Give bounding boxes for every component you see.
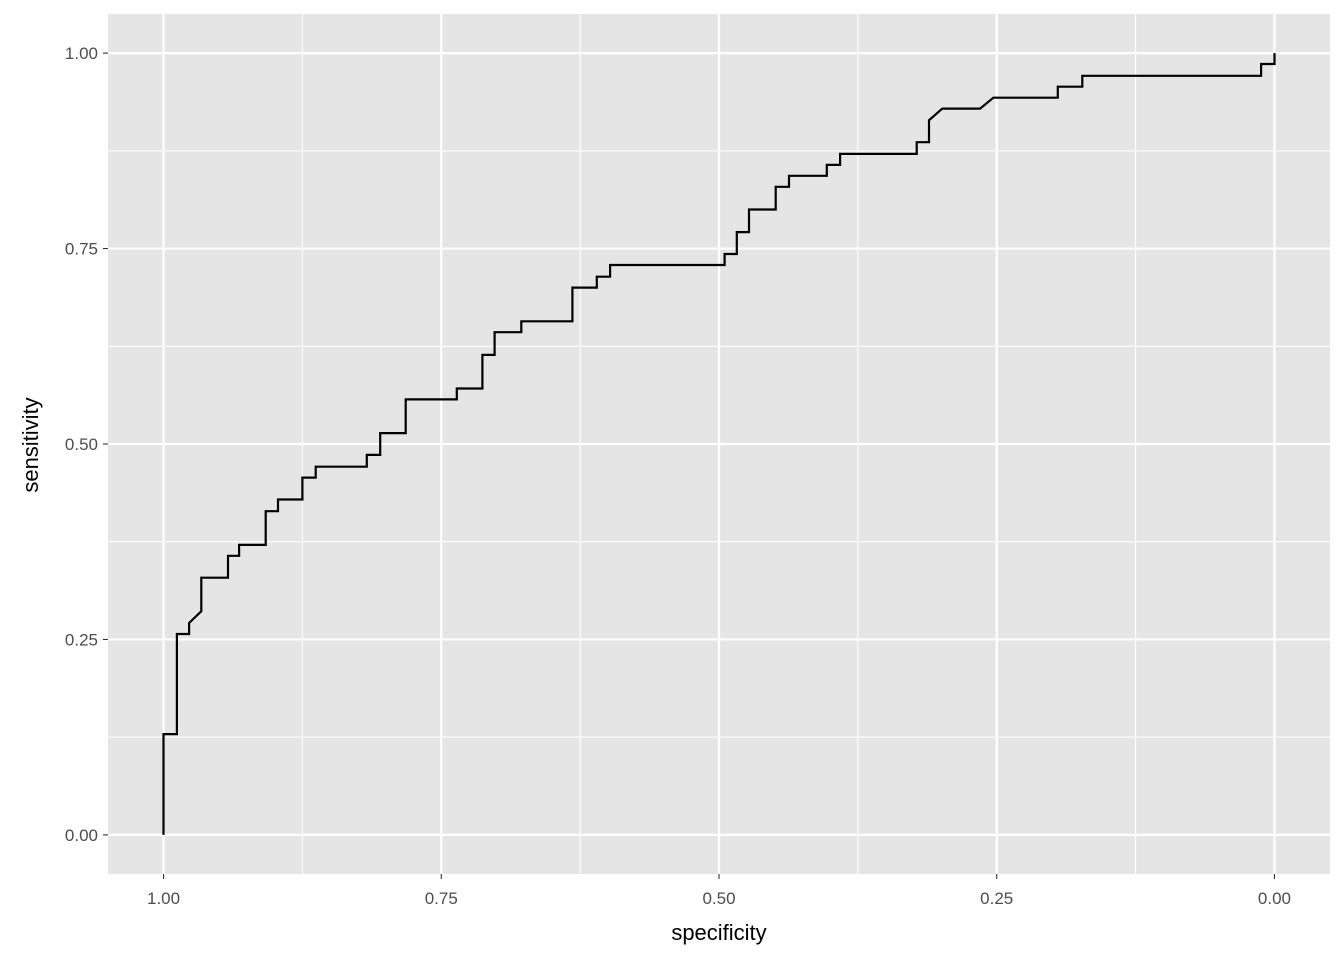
x-axis-title: specificity — [671, 920, 766, 945]
roc-curve-line — [162, 53, 1276, 835]
x-tick-label: 0.50 — [702, 889, 735, 908]
x-tick-label: 0.00 — [1258, 889, 1291, 908]
grid — [108, 14, 1330, 874]
y-tick-label: 0.25 — [65, 630, 98, 649]
y-tick-label: 0.50 — [65, 435, 98, 454]
x-axis: 1.00 0.75 0.50 0.25 0.00 — [147, 874, 1291, 908]
x-tick-label: 0.75 — [425, 889, 458, 908]
y-tick-label: 0.75 — [65, 240, 98, 259]
y-axis: 0.00 0.25 0.50 0.75 1.00 — [65, 44, 108, 845]
y-axis-title: sensitivity — [18, 397, 43, 492]
y-tick-label: 0.00 — [65, 826, 98, 845]
y-tick-label: 1.00 — [65, 44, 98, 63]
x-tick-label: 0.25 — [980, 889, 1013, 908]
x-tick-label: 1.00 — [147, 889, 180, 908]
